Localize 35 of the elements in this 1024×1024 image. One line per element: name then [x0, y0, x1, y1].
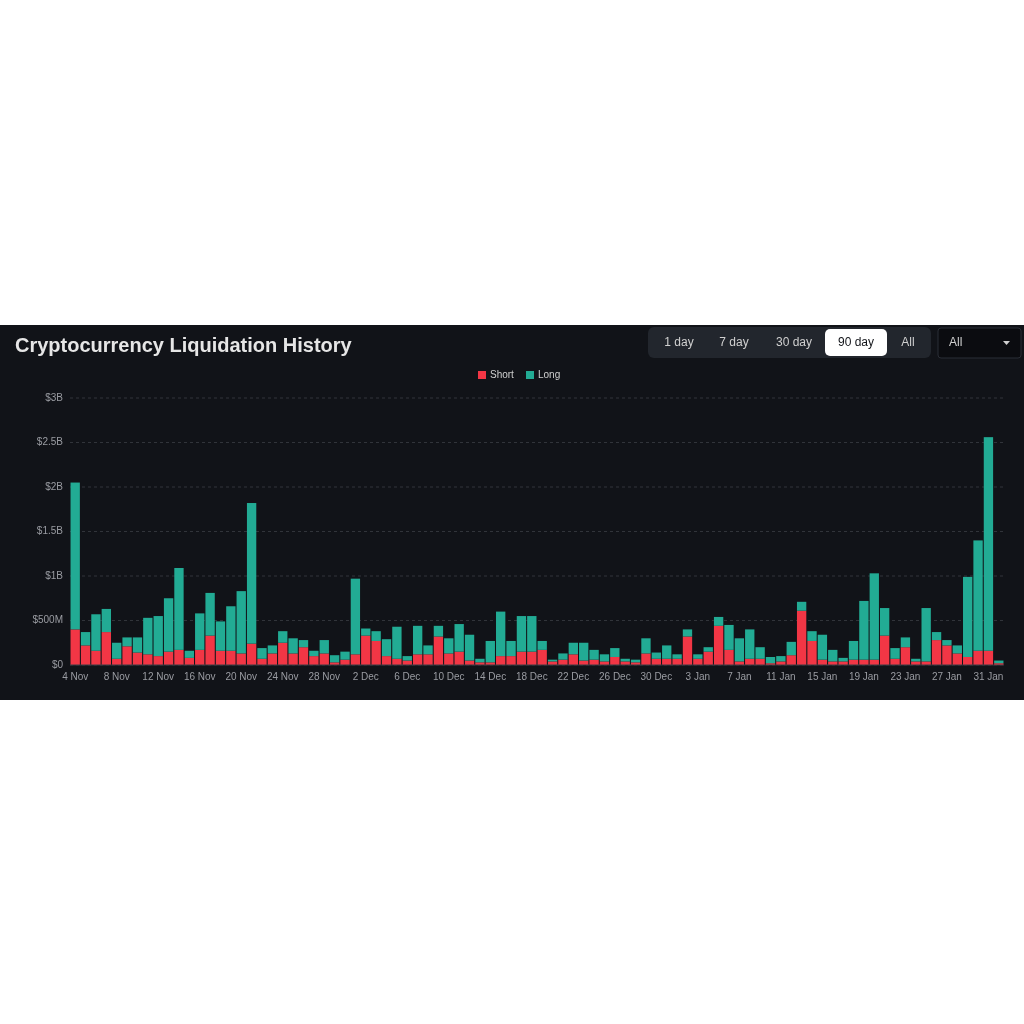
legend-label: Long: [538, 368, 561, 380]
x-tick-label: 2 Dec: [352, 670, 379, 682]
x-tick-label: 16 Nov: [183, 670, 216, 682]
x-tick-label: 27 Jan: [931, 670, 962, 682]
x-tick-label: 22 Dec: [557, 670, 590, 682]
x-tick-label: 18 Dec: [515, 670, 548, 682]
chart-title: Cryptocurrency Liquidation History: [15, 334, 353, 357]
y-tick-label: $3B: [45, 391, 64, 403]
y-tick-label: $1B: [45, 569, 64, 581]
x-tick-label: 28 Nov: [308, 670, 341, 682]
y-tick-label: $1.5B: [36, 525, 64, 537]
x-tick-label: 26 Dec: [598, 670, 631, 682]
x-tick-label: 6 Dec: [394, 670, 421, 682]
x-tick-label: 31 Jan: [973, 670, 1004, 682]
x-tick-label: 20 Nov: [225, 670, 258, 682]
x-tick-label: 3 Jan: [685, 670, 711, 682]
y-tick-label: $2.5B: [36, 436, 64, 448]
x-tick-label: 10 Dec: [432, 670, 465, 682]
x-tick-label: 11 Jan: [766, 670, 796, 682]
x-tick-label: 23 Jan: [890, 670, 921, 682]
dropdown: All: [937, 327, 1022, 359]
x-tick-label: 30 Dec: [640, 670, 673, 682]
x-tick-label: 12 Nov: [142, 670, 175, 682]
x-tick-label: 14 Dec: [474, 670, 507, 682]
legend-label: Short: [490, 368, 515, 380]
x-tick-label: 15 Jan: [807, 670, 838, 682]
x-tick-label: 24 Nov: [266, 670, 299, 682]
x-tick-label: 8 Nov: [103, 670, 130, 682]
x-tick-label: 19 Jan: [848, 670, 879, 682]
range-selector: 1 day 7 day 30 day 90 day All: [648, 327, 931, 358]
y-tick-label: $0: [51, 658, 64, 670]
y-tick-label: $500M: [32, 614, 63, 626]
x-tick-label: 4 Nov: [62, 670, 89, 682]
x-tick-label: 7 Jan: [727, 670, 752, 682]
y-tick-label: $2B: [45, 480, 64, 492]
